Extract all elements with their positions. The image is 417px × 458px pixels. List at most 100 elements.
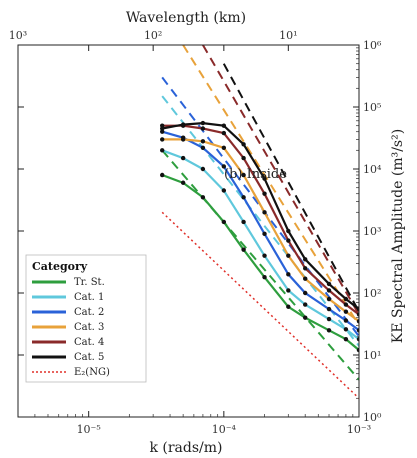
series-point-4-9 [343, 302, 349, 307]
series-point-4-8 [326, 288, 332, 293]
legend-label-1: Cat. 1 [74, 292, 104, 303]
panel-annotation: (b) Inside [224, 167, 287, 182]
series-point-5-0 [160, 126, 165, 131]
series-point-5-3 [221, 123, 227, 128]
series-point-0-9 [343, 336, 349, 342]
series-point-5-9 [343, 296, 349, 302]
series-point-3-9 [343, 309, 349, 314]
bottom-axis-title: k (rads/m) [149, 440, 222, 456]
series-fit-1 [161, 95, 359, 347]
series-point-1-9 [343, 327, 349, 332]
series-point-4-10 [356, 312, 359, 317]
series-point-1-1 [180, 155, 186, 161]
y-tick-label-0: 10⁰ [363, 411, 382, 424]
series-point-3-4 [241, 172, 246, 178]
series-point-3-8 [326, 296, 332, 302]
legend-label-6: E₂(NG) [74, 367, 110, 378]
series-point-4-2 [200, 126, 206, 131]
series-fit-2 [161, 76, 359, 337]
y-tick-label-1: 10¹ [363, 349, 381, 362]
y-tick-label-6: 10⁶ [363, 39, 382, 52]
series-point-1-0 [160, 148, 165, 153]
series-point-2-8 [326, 306, 332, 312]
plot-layer: 10⁻⁵ 10⁻⁴ 10⁻³ 10³ 10² 10¹ 10⁰ 10¹ 10² 10³ 10⁴ 10⁵ 1… [9, 29, 382, 436]
series-point-1-4 [241, 219, 246, 225]
series-point-3-3 [221, 145, 227, 150]
legend-label-0: Tr. St. [74, 277, 105, 288]
legend-label-4: Cat. 4 [74, 337, 104, 348]
series-6 [161, 211, 359, 399]
series-5 [160, 63, 359, 313]
series-point-1-8 [326, 316, 332, 322]
series-point-3-0 [160, 137, 165, 142]
top-tick-label-0: 10³ [9, 29, 27, 42]
y-tick-label-5: 10⁵ [363, 101, 381, 114]
y-tick-label-2: 10² [363, 287, 381, 300]
series-point-3-2 [200, 139, 206, 144]
legend: Category Tr. St. Cat. 1 Cat. 2 Cat. 3 Cat. 4 C… [25, 254, 147, 383]
series-point-2-3 [221, 164, 227, 169]
series-point-0-6 [286, 304, 291, 309]
series-point-0-10 [356, 347, 359, 353]
series-point-3-1 [180, 137, 186, 142]
series-point-1-6 [286, 288, 291, 293]
top-axis-title: Wavelength (km) [126, 10, 246, 26]
series-point-1-3 [221, 188, 227, 193]
top-tick-label-2: 10¹ [279, 29, 297, 42]
series-point-2-5 [262, 231, 267, 237]
series-point-0-1 [180, 180, 186, 185]
series-point-5-5 [262, 176, 267, 181]
series-point-4-3 [221, 130, 227, 136]
series-point-5-2 [200, 120, 206, 126]
series-point-3-7 [303, 276, 308, 281]
series-fit-0 [161, 149, 359, 381]
series-point-5-8 [326, 281, 332, 287]
series-point-0-0 [160, 172, 165, 178]
series-point-2-7 [303, 290, 308, 296]
series-point-2-10 [356, 328, 359, 333]
series-point-3-5 [262, 210, 267, 215]
series-point-5-1 [180, 122, 186, 127]
top-tick-label-1: 10² [144, 29, 162, 42]
series-2 [160, 76, 359, 337]
series-point-2-0 [160, 129, 165, 134]
series-point-5-7 [303, 257, 308, 262]
series-line-6 [161, 211, 359, 399]
series-point-2-4 [241, 195, 246, 200]
series-fit-4 [202, 45, 359, 316]
series-point-4-7 [303, 266, 308, 271]
series-point-5-10 [356, 306, 359, 312]
plot-frame [17, 44, 360, 418]
series-point-0-5 [262, 274, 267, 280]
series-point-0-4 [241, 247, 246, 252]
series-point-1-10 [356, 336, 359, 342]
series-point-3-6 [286, 253, 291, 258]
legend-label-3: Cat. 3 [74, 322, 104, 333]
series-fit-5 [222, 63, 359, 313]
series-point-2-9 [343, 318, 349, 323]
x-tick-label-1: 10⁻⁴ [212, 423, 237, 436]
legend-box [25, 254, 147, 383]
series-point-0-8 [326, 328, 332, 333]
series-point-4-5 [262, 191, 267, 196]
series-point-2-2 [200, 145, 206, 150]
series-point-0-7 [303, 315, 308, 320]
y-tick-label-3: 10³ [363, 225, 381, 238]
right-axis-title: KE Spectral Amplitude (m³/s²) [390, 129, 406, 343]
series-point-5-4 [241, 142, 246, 147]
series-point-4-4 [241, 155, 246, 161]
series-point-0-2 [200, 195, 206, 200]
series-point-3-10 [356, 319, 359, 324]
series-3 [160, 45, 359, 326]
series-point-0-3 [221, 219, 227, 225]
series-point-1-5 [262, 253, 267, 258]
y-tick-label-4: 10⁴ [363, 163, 382, 176]
series-group [160, 45, 359, 399]
x-tick-label-2: 10⁻³ [347, 423, 371, 436]
legend-label-5: Cat. 5 [74, 352, 104, 363]
legend-label-2: Cat. 2 [74, 307, 104, 318]
x-tick-label-0: 10⁻⁵ [77, 423, 101, 436]
legend-title: Category [32, 260, 88, 273]
